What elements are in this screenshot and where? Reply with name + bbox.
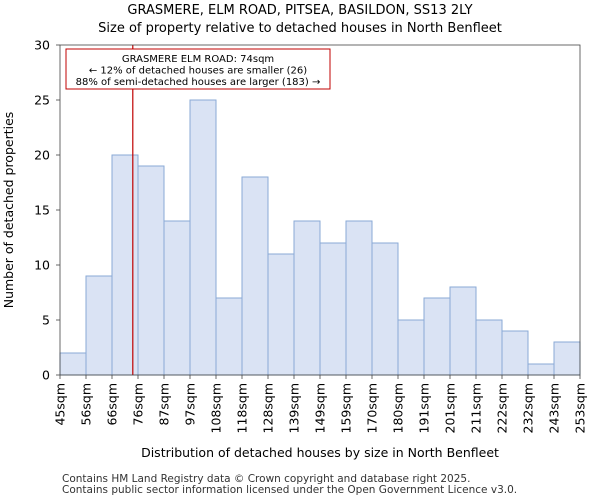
x-tick-label: 232sqm — [521, 383, 536, 433]
bar-76sqm — [137, 165, 165, 376]
x-tick-label: 87sqm — [157, 383, 172, 426]
y-axis-label: Number of detached properties — [1, 112, 16, 309]
bar-170sqm — [371, 242, 399, 376]
x-tick-label: 211sqm — [469, 383, 484, 433]
x-tick-label: 97sqm — [183, 383, 198, 426]
y-tick-label: 15 — [34, 203, 50, 218]
chart-subtitle: Size of property relative to detached ho… — [98, 21, 502, 36]
annotation-box — [65, 48, 331, 90]
bar-45sqm — [59, 352, 87, 376]
footer-line-2: Contains public sector information licen… — [62, 484, 518, 496]
bar-232sqm — [527, 363, 555, 376]
annotation-line-3: 88% of semi-detached houses are larger (… — [76, 77, 321, 88]
bar-128sqm — [267, 253, 295, 376]
x-tick-label: 191sqm — [417, 383, 432, 433]
x-tick-label: 201sqm — [443, 383, 458, 433]
bar-97sqm — [189, 99, 217, 376]
annotation-line-2: ← 12% of detached houses are smaller (26… — [89, 66, 307, 77]
x-tick-label: 45sqm — [53, 383, 68, 426]
x-tick-label: 159sqm — [339, 383, 354, 433]
annotation-line-1: GRASMERE ELM ROAD: 74sqm — [122, 54, 274, 65]
bar-159sqm — [345, 220, 373, 376]
bar-149sqm — [319, 242, 347, 376]
bar-222sqm — [501, 330, 529, 376]
x-axis-label: Distribution of detached houses by size … — [141, 445, 499, 460]
y-tick-label: 25 — [34, 93, 50, 108]
y-tick-label: 20 — [34, 148, 50, 163]
bar-118sqm — [241, 176, 269, 376]
bar-108sqm — [215, 297, 243, 376]
x-ticks-group: 45sqm 56sqm 66sqm 76sqm 87sqm 97sqm 108sqm 118s… — [53, 375, 588, 433]
footer-line-1: Contains HM Land Registry data © Crown c… — [62, 473, 471, 485]
bar-66sqm — [111, 154, 139, 376]
bar-56sqm — [85, 275, 113, 376]
bar-201sqm — [449, 286, 477, 376]
bar-139sqm — [293, 220, 321, 376]
bar-87sqm — [163, 220, 191, 376]
x-tick-label: 149sqm — [313, 383, 328, 433]
chart-title: GRASMERE, ELM ROAD, PITSEA, BASILDON, SS… — [127, 3, 473, 18]
bar-180sqm — [397, 319, 425, 376]
y-tick-label: 30 — [34, 38, 50, 53]
x-tick-label: 253sqm — [573, 383, 588, 433]
y-tick-label: 10 — [34, 258, 50, 273]
x-tick-label: 243sqm — [547, 383, 562, 433]
bars-group — [59, 99, 581, 376]
x-tick-label: 118sqm — [235, 383, 250, 433]
y-tick-label: 0 — [42, 368, 50, 383]
x-tick-label: 76sqm — [131, 383, 146, 426]
y-tick-label: 5 — [42, 313, 50, 328]
x-tick-label: 128sqm — [261, 383, 276, 433]
bar-243sqm — [553, 341, 581, 376]
x-tick-label: 56sqm — [79, 383, 94, 426]
x-tick-label: 108sqm — [209, 383, 224, 433]
x-tick-label: 170sqm — [365, 383, 380, 433]
x-tick-label: 180sqm — [391, 383, 406, 433]
x-tick-label: 66sqm — [105, 383, 120, 426]
x-tick-label: 139sqm — [287, 383, 302, 433]
marker-group: GRASMERE ELM ROAD: 74sqm← 12% of detache… — [65, 45, 331, 375]
x-tick-label: 222sqm — [495, 383, 510, 433]
bar-211sqm — [475, 319, 503, 376]
bar-191sqm — [423, 297, 451, 376]
y-ticks-group: 0 5 10 15 20 25 30 — [34, 38, 60, 383]
